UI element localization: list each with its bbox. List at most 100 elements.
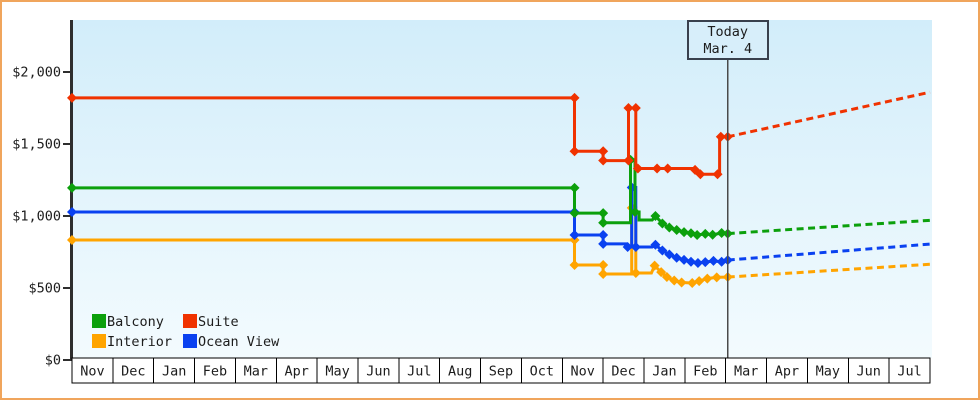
series-point-interior: [676, 277, 687, 288]
month-cell: [398, 357, 441, 384]
series-point-suite: [662, 163, 673, 174]
month-cell: [561, 357, 604, 384]
month-cell: [275, 357, 318, 384]
month-label: Feb: [203, 364, 227, 380]
month-cell: [153, 357, 196, 384]
legend-swatch-interior-icon: [92, 334, 106, 348]
series-point-balcony: [700, 228, 711, 239]
series-point-ocean-view: [664, 249, 675, 260]
series-point-balcony: [569, 208, 580, 219]
month-cell: [112, 357, 155, 384]
month-label: May: [816, 364, 840, 380]
month-label: Feb: [693, 364, 717, 380]
series-lines: [67, 92, 733, 288]
month-cell: [806, 357, 849, 384]
month-label: Dec: [121, 364, 145, 380]
series-point-suite: [67, 92, 77, 103]
today-date-label: Mar. 4: [703, 41, 752, 57]
chart-legend: Balcony Suite Interior Ocean View: [92, 314, 280, 350]
series-point-interior: [711, 272, 722, 283]
month-cell: [766, 357, 808, 384]
series-point-interior: [598, 259, 609, 270]
month-label: Jul: [407, 364, 431, 380]
month-label: May: [325, 364, 349, 380]
series-point-ocean-view: [692, 257, 703, 268]
month-label: Jun: [857, 364, 881, 380]
series-point-interior: [630, 268, 641, 279]
forecast-line-suite: [727, 90, 931, 139]
series-point-balcony: [692, 230, 703, 241]
series-point-suite: [569, 146, 580, 157]
month-label: Oct: [530, 364, 554, 380]
today-label: Today: [707, 24, 748, 40]
series-point-balcony: [657, 218, 668, 229]
series-point-suite: [652, 163, 663, 174]
legend-label-ocean-view: Ocean View: [198, 334, 280, 350]
series-point-ocean-view: [708, 255, 719, 266]
series-point-interior: [687, 277, 698, 288]
y-axis-tick-label: $500: [28, 281, 61, 297]
series-point-ocean-view: [685, 256, 696, 267]
month-cell: [602, 357, 645, 384]
month-label: Aug: [448, 364, 472, 380]
legend-swatch-ocean-view-icon: [183, 334, 197, 348]
series-point-ocean-view: [700, 257, 711, 268]
month-cell: [357, 357, 400, 384]
series-point-balcony: [598, 208, 609, 219]
legend-swatch-balcony-icon: [92, 314, 106, 328]
series-point-interior: [569, 235, 580, 246]
series-point-balcony: [707, 229, 718, 240]
series-point-interior: [661, 272, 672, 283]
forecast-lines: [727, 90, 931, 279]
y-axis-tick-label: $2,000: [12, 65, 61, 81]
series-point-interior: [598, 269, 609, 280]
series-point-interior: [702, 273, 713, 284]
series-point-balcony: [67, 182, 77, 193]
month-cell: [234, 357, 277, 384]
month-label: Jan: [652, 364, 676, 380]
month-label: Apr: [775, 364, 799, 380]
series-point-interior: [649, 260, 660, 271]
month-label: Jul: [897, 364, 921, 380]
month-cell: [888, 357, 931, 384]
month-label: Sep: [489, 364, 513, 380]
series-point-interior: [694, 276, 705, 287]
series-point-balcony: [671, 224, 682, 235]
series-point-ocean-view: [671, 252, 682, 263]
series-point-ocean-view: [67, 206, 77, 217]
series-point-ocean-view: [598, 230, 609, 241]
month-label: Mar: [734, 364, 758, 380]
series-point-balcony: [630, 206, 641, 217]
series-point-suite: [623, 155, 634, 166]
month-label: Nov: [571, 364, 595, 380]
series-point-interior: [656, 267, 667, 278]
series-point-suite: [712, 169, 723, 180]
series-point-interior: [569, 259, 580, 270]
month-label: Nov: [80, 364, 104, 380]
y-axis-tick-label: $1,500: [12, 137, 61, 153]
month-label: Mar: [244, 364, 268, 380]
series-point-ocean-view: [569, 230, 580, 241]
month-label: Jun: [366, 364, 390, 380]
series-point-suite: [569, 92, 580, 103]
series-point-ocean-view: [598, 238, 609, 249]
series-point-suite: [715, 131, 726, 142]
series-point-balcony: [679, 227, 690, 238]
x-axis-months: Nov Dec Jan Feb Mar Apr May Jun Jul Aug Sep Oct Nov D…: [71, 357, 931, 384]
month-cell: [439, 357, 482, 384]
legend-label-interior: Interior: [107, 334, 172, 350]
series-point-suite: [630, 103, 641, 113]
series-point-suite: [623, 103, 634, 113]
series-point-suite: [695, 169, 706, 180]
y-axis-tick-label: $1,000: [12, 209, 61, 225]
month-cell: [643, 357, 686, 384]
today-box: [686, 20, 769, 60]
legend-label-suite: Suite: [198, 314, 239, 330]
series-point-ocean-view: [630, 241, 641, 252]
series-point-ocean-view: [679, 254, 690, 265]
series-point-balcony: [569, 182, 580, 193]
y-axis: $2,000 $1,500 $1,000 $500 $0: [12, 20, 73, 369]
